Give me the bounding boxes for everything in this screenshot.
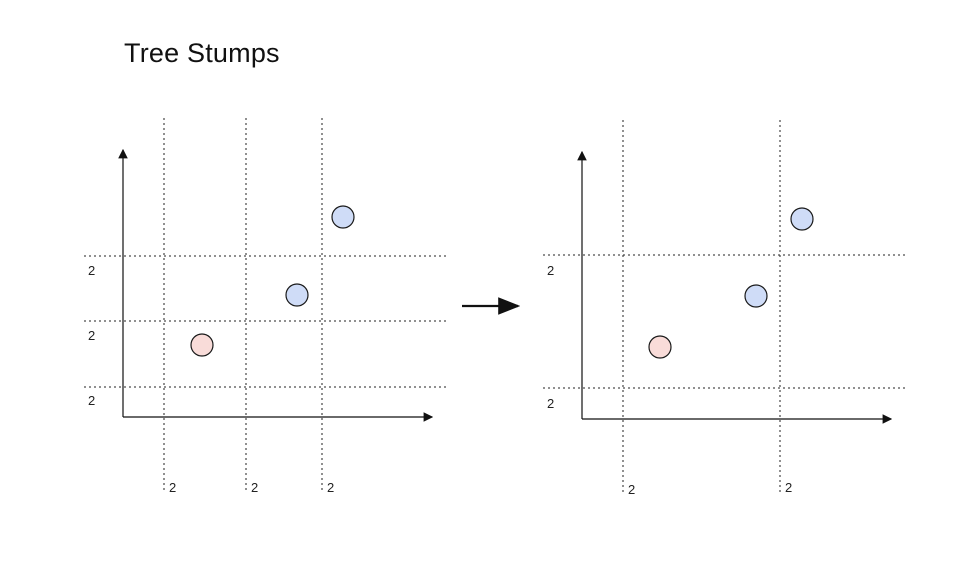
horizontal-split-label: 2 — [88, 263, 95, 278]
vertical-split-label: 2 — [251, 480, 258, 495]
data-point-blue — [790, 207, 814, 231]
panel-before: 2 2 2 2 2 2 — [84, 118, 448, 495]
data-point-blue — [331, 205, 355, 229]
vertical-split-label: 2 — [327, 480, 334, 495]
horizontal-split-label: 2 — [547, 263, 554, 278]
data-point-red — [190, 333, 214, 357]
horizontal-split-label: 2 — [88, 328, 95, 343]
horizontal-split-label: 2 — [88, 393, 95, 408]
horizontal-split-label: 2 — [547, 396, 554, 411]
data-point-blue — [285, 283, 309, 307]
vertical-split-label: 2 — [628, 482, 635, 497]
data-point-red — [648, 335, 672, 359]
vertical-split-label: 2 — [785, 480, 792, 495]
vertical-split-label: 2 — [169, 480, 176, 495]
panel-after: 2 2 2 2 — [543, 120, 907, 497]
data-point-blue — [744, 284, 768, 308]
diagram-title: Tree Stumps — [124, 38, 280, 68]
